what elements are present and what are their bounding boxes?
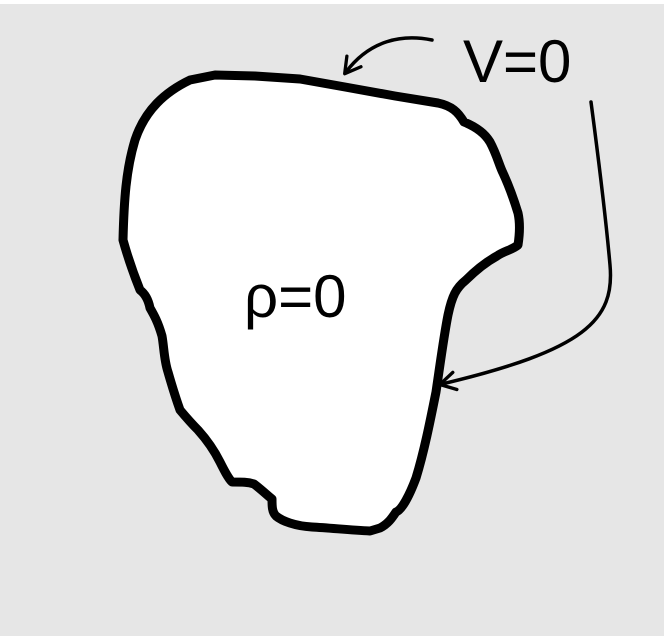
top-arrow [343,36,434,76]
interior-label: ρ=0 [244,263,347,330]
boundary-label: V=0 [463,28,571,95]
conductor-region [118,70,524,536]
right-arrow [438,100,613,392]
